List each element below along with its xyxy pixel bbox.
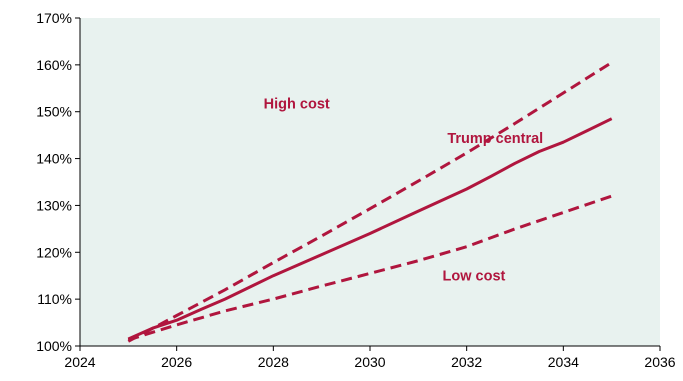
x-tick-label: 2030 (354, 354, 385, 370)
annotation-high-cost: High cost (264, 96, 330, 112)
y-tick-label: 160% (36, 57, 72, 73)
series-lines (127, 61, 613, 343)
series-line-trump-central (127, 117, 613, 341)
x-tick-label: 2036 (644, 354, 675, 370)
y-tick-label: 170% (36, 10, 72, 26)
x-tick-label: 2034 (548, 354, 579, 370)
y-tick-label: 140% (36, 151, 72, 167)
annotations: High cost Trump central Low cost (264, 96, 544, 284)
x-tick-label: 2026 (161, 354, 192, 370)
y-tick-label: 130% (36, 197, 72, 213)
y-tick-label: 150% (36, 104, 72, 120)
y-tick-label: 120% (36, 244, 72, 260)
series-line-high-cost (127, 61, 613, 343)
x-axis-ticks: 2024 2026 2028 2030 2032 2034 2036 (64, 346, 676, 370)
x-tick-label: 2024 (64, 354, 95, 370)
annotation-trump-central: Trump central (447, 131, 543, 147)
x-tick-label: 2032 (451, 354, 482, 370)
x-tick-label: 2028 (258, 354, 289, 370)
annotation-low-cost: Low cost (443, 268, 506, 284)
plot-area (80, 18, 660, 346)
y-tick-label: 100% (36, 338, 72, 354)
y-axis-ticks: 100% 110% 120% 130% 140% 150% 160% 170% (36, 10, 80, 354)
y-tick-label: 110% (37, 291, 72, 307)
